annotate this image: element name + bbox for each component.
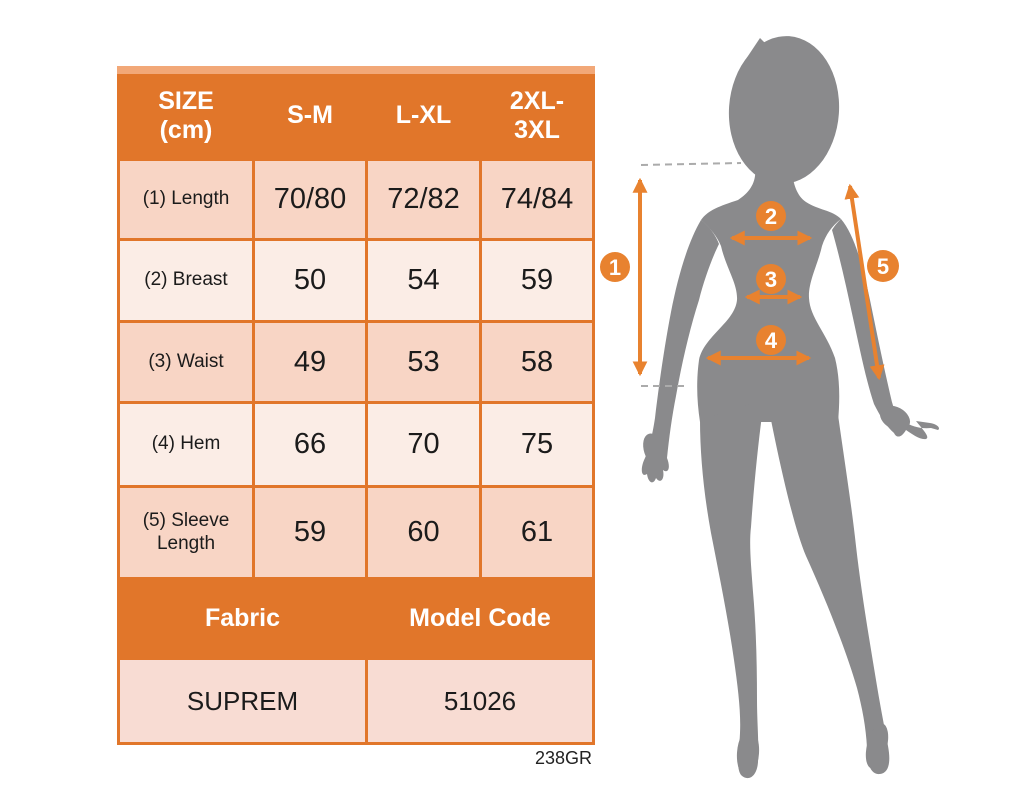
- header-cell-l-xl: L-XL: [368, 74, 479, 158]
- right-hand-shape: [879, 405, 911, 431]
- value-hem-2xl3xl: 75: [482, 404, 592, 485]
- value-length-2xl3xl: 74/84: [482, 161, 592, 238]
- value-length-sm: 70/80: [255, 161, 365, 238]
- value-breast-sm: 50: [255, 241, 365, 320]
- row-label-waist: (3) Waist: [120, 323, 252, 401]
- header-cell-s-m: S-M: [255, 74, 365, 158]
- value-waist-sm: 49: [255, 323, 365, 401]
- footer-header-fabric: Fabric: [120, 580, 365, 657]
- table-grid: SIZE (cm) S-M L-XL 2XL-3XL (1) Length 70…: [117, 74, 595, 745]
- footer-value-model-code: 51026: [368, 660, 592, 742]
- left-arm-shape: [641, 220, 719, 483]
- right-leg-shape: [766, 400, 890, 775]
- value-sleeve-2xl3xl: 61: [482, 488, 592, 577]
- header-cell-size-cm: SIZE (cm): [120, 74, 252, 158]
- left-foot-shape: [736, 729, 760, 777]
- left-leg-shape: [700, 400, 763, 779]
- marker-number-4: 4: [765, 328, 778, 353]
- woman-silhouette: [641, 36, 940, 779]
- row-label-sleeve-length: (5) Sleeve Length: [120, 488, 252, 577]
- value-sleeve-sm: 59: [255, 488, 365, 577]
- marker-number-5: 5: [877, 254, 889, 279]
- marker-circle-2: [756, 201, 786, 231]
- header-cell-2xl-3xl: 2XL-3XL: [482, 74, 592, 158]
- marker-circle-4: [756, 325, 786, 355]
- marker-number-3: 3: [765, 267, 777, 292]
- value-waist-lxl: 53: [368, 323, 479, 401]
- marker-number-2: 2: [765, 204, 777, 229]
- marker-number-1: 1: [609, 255, 621, 280]
- value-hem-sm: 66: [255, 404, 365, 485]
- value-hem-lxl: 70: [368, 404, 479, 485]
- marker-circle-1: [600, 252, 630, 282]
- row-label-breast: (2) Breast: [120, 241, 252, 320]
- weight-note: 238GR: [534, 748, 592, 768]
- measurement-arrows: [632, 177, 885, 381]
- dashed-guide-top: [640, 162, 742, 166]
- dashed-guides: [640, 162, 742, 387]
- value-breast-2xl3xl: 59: [482, 241, 592, 320]
- value-breast-lxl: 54: [368, 241, 479, 320]
- footer-value-fabric: SUPREM: [120, 660, 365, 742]
- right-foot-shape: [865, 723, 889, 769]
- footer-header-model-code: Model Code: [368, 580, 592, 657]
- marker-circle-3: [756, 264, 786, 294]
- marker-circles: 1 2 3 4 5: [600, 201, 899, 355]
- row-label-length: (1) Length: [120, 161, 252, 238]
- row-label-hem: (4) Hem: [120, 404, 252, 485]
- size-chart-table: SIZE (cm) S-M L-XL 2XL-3XL (1) Length 70…: [117, 66, 595, 745]
- value-sleeve-lxl: 60: [368, 488, 479, 577]
- head-shape: [728, 36, 840, 184]
- value-length-lxl: 72/82: [368, 161, 479, 238]
- marker-circle-5: [867, 250, 899, 282]
- body-measurement-figure: 1 2 3 4 5: [600, 36, 940, 779]
- hair-peak: [744, 38, 772, 62]
- left-hand-shape: [643, 433, 665, 467]
- arrow-sleeve: [844, 183, 885, 381]
- value-waist-2xl3xl: 58: [482, 323, 592, 401]
- table-top-accent-strip: [117, 66, 595, 74]
